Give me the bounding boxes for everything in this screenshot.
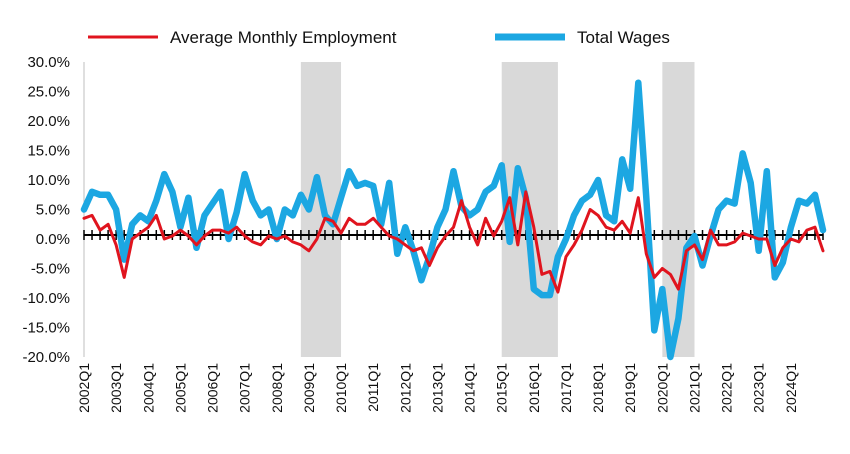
x-tick-label: 2003Q1 — [108, 363, 124, 413]
x-tick-label: 2017Q1 — [558, 363, 574, 413]
x-tick-label: 2004Q1 — [140, 363, 156, 413]
x-tick-label: 2021Q1 — [686, 363, 702, 413]
y-tick-label: 25.0% — [27, 84, 70, 101]
x-tick-label: 2006Q1 — [205, 363, 221, 413]
x-tick-label: 2009Q1 — [301, 363, 317, 413]
y-tick-label: 0.0% — [36, 231, 70, 248]
x-tick-label: 2010Q1 — [333, 363, 349, 413]
x-tick-label: 2013Q1 — [429, 363, 445, 413]
legend-label-employment: Average Monthly Employment — [170, 28, 397, 47]
y-tick-label: -10.0% — [22, 290, 70, 307]
x-tick-label: 2007Q1 — [237, 363, 253, 413]
y-tick-label: 20.0% — [27, 113, 70, 130]
x-tick-label: 2022Q1 — [719, 363, 735, 413]
series-line-wages — [80, 79, 827, 361]
y-tick-label: -15.0% — [22, 320, 70, 337]
x-tick-label: 2019Q1 — [622, 363, 638, 413]
x-tick-label: 2005Q1 — [172, 363, 188, 413]
legend: Average Monthly Employment Total Wages — [88, 28, 670, 47]
y-tick-label: 30.0% — [27, 54, 70, 71]
y-tick-label: 5.0% — [36, 202, 70, 219]
x-tick-label: 2011Q1 — [365, 363, 381, 412]
x-tick-label: 2008Q1 — [269, 363, 285, 413]
x-tick-label: 2012Q1 — [397, 363, 413, 413]
x-tick-label: 2024Q1 — [783, 363, 799, 413]
y-tick-label: -5.0% — [31, 261, 70, 278]
y-tick-label: 10.0% — [27, 172, 70, 189]
y-tick-label: 15.0% — [27, 143, 70, 160]
x-tick-label: 2015Q1 — [494, 363, 510, 413]
y-tick-labels: 30.0% 25.0% 20.0% 15.0% 10.0% 5.0% 0.0% -5.0% -1… — [22, 54, 70, 366]
y-tick-label: -20.0% — [22, 349, 70, 366]
legend-label-wages: Total Wages — [577, 28, 670, 47]
x-tick-label: 2002Q1 — [76, 363, 92, 413]
series-line-employment — [82, 190, 825, 294]
x-tick-label: 2014Q1 — [462, 363, 478, 413]
x-tick-label: 2023Q1 — [751, 363, 767, 413]
x-tick-label: 2018Q1 — [590, 363, 606, 413]
x-tick-label: 2020Q1 — [654, 363, 670, 413]
axes-group — [83, 62, 824, 357]
x-tick-labels: 2002Q1 2003Q1 2004Q1 2005Q1 2006Q1 2007Q1 2008… — [76, 363, 799, 413]
x-tick-label: 2016Q1 — [526, 363, 542, 413]
series-group — [80, 79, 827, 361]
